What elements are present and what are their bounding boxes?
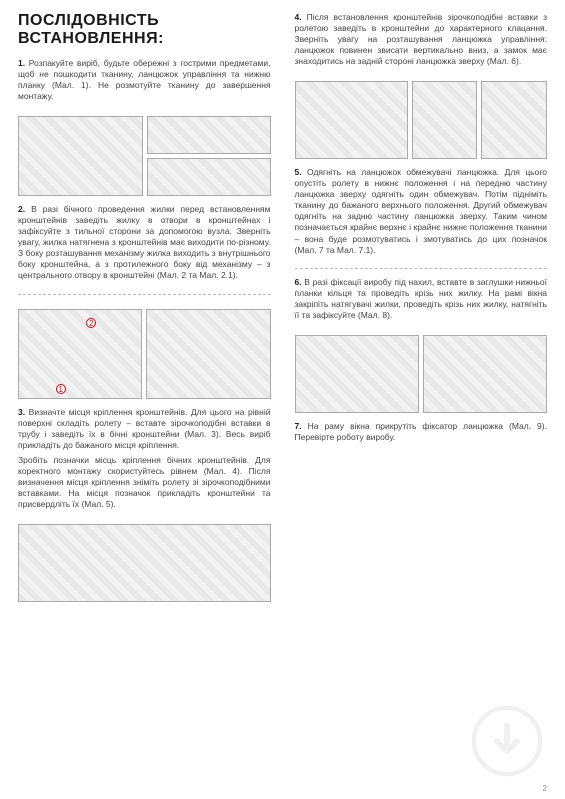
figure-2: Мал. 2 [147,116,270,154]
fig4-sketch [147,310,269,398]
step-3-num: 3. [18,407,25,417]
fig-row-1-2: Мал. 1 Мал. 2 Мал. 2.1 [18,110,271,204]
step-3: 3. Визначте місця кріплення кронштейнів.… [18,407,271,510]
step-7-body: На раму вікна прикрутіть фіксатор ланцюж… [295,421,547,442]
step-7: 7. На раму вікна прикрутіть фіксатор лан… [295,421,548,443]
figure-4: Мал. 4 [146,309,270,399]
left-column: ПОСЛІДОВНІСТЬ ВСТАНОВЛЕННЯ: 1. Розпакуйт… [18,12,271,787]
figure-3: Мал. 3 1 2 [18,309,142,399]
step-2-text: 2. В разі бічного проведення жилки перед… [18,204,271,281]
right-column: 4. Після встановлення кронштейнів зірочк… [295,12,548,787]
step-3-text-a: 3. Визначте місця кріплення кронштейнів.… [18,407,271,451]
figure-1: Мал. 1 [18,116,143,196]
figure-2-1: Мал. 2.1 [147,158,270,196]
step-7-text: 7. На раму вікна прикрутіть фіксатор лан… [295,421,548,443]
step-4-body: Після встановлення кронштейнів зірочкопо… [295,12,548,66]
figure-7-1: Мал. 7.1 [481,81,547,159]
step-2: 2. В разі бічного проведення жилки перед… [18,204,271,281]
step-4-text: 4. Після встановлення кронштейнів зірочк… [295,12,548,67]
fig2-sketch [148,117,269,153]
step-4: 4. Після встановлення кронштейнів зірочк… [295,12,548,67]
fig9-sketch [424,336,546,412]
step-2-body: В разі бічного проведення жилки перед вс… [18,204,271,280]
step-7-num: 7. [295,421,302,431]
fig6-sketch [296,82,407,158]
fig5-sketch [19,525,270,601]
step-1-text: 1. Розпакуйте виріб, будьте обережні з г… [18,58,271,102]
step-6-num: 6. [295,277,302,287]
fig7-sketch [413,82,477,158]
step-6-text: 6. В разі фіксації виробу під нахил, вст… [295,277,548,321]
fig71-sketch [482,82,546,158]
fig1-sketch [19,117,142,195]
fig21-sketch [148,159,269,195]
step-3-text-b: Зробіть позначки місць кріплення бічних … [18,455,271,510]
fig8-sketch [296,336,418,412]
page-number: 2 [543,784,547,793]
step-3-body-a: Визначте місця кріплення кронштейнів. Дл… [18,407,271,450]
step-6: 6. В разі фіксації виробу під нахил, вст… [295,277,548,321]
fig-row-8-9: Мал. 8 Мал. 9 [295,329,548,421]
step-1-body: Розпакуйте виріб, будьте обережні з гост… [18,58,271,101]
step-5-text: 5. Одягніть на ланцюжок обмежувачі ланцю… [295,167,548,255]
figure-5: Мал. 5 [18,524,271,602]
step-2-num: 2. [18,204,25,214]
step-6-body: В разі фіксації виробу під нахил, вставт… [295,277,548,320]
fig-row-3-4: Мал. 3 1 2 Мал. 4 [18,303,271,407]
two-columns: ПОСЛІДОВНІСТЬ ВСТАНОВЛЕННЯ: 1. Розпакуйт… [18,12,547,787]
callout-2: 2 [86,318,96,328]
figure-8: Мал. 8 [295,335,419,413]
page-root: ПОСЛІДОВНІСТЬ ВСТАНОВЛЕННЯ: 1. Розпакуйт… [0,0,565,799]
right-divider [295,268,548,269]
left-divider [18,294,271,295]
step-5-num: 5. [295,167,302,177]
step-5-body: Одягніть на ланцюжок обмежувачі ланцюжка… [295,167,548,254]
step-1: 1. Розпакуйте виріб, будьте обережні з г… [18,58,271,102]
page-title: ПОСЛІДОВНІСТЬ ВСТАНОВЛЕННЯ: [18,12,271,48]
fig-row-6-7: Мал. 6 click Мал. 7 Мал. 7.1 [295,75,548,167]
step-5: 5. Одягніть на ланцюжок обмежувачі ланцю… [295,167,548,255]
fig3-sketch: 1 2 [19,310,141,398]
figure-6: Мал. 6 click [295,81,408,159]
callout-1: 1 [56,384,66,394]
figure-7: Мал. 7 [412,81,478,159]
figure-9: Мал. 9 [423,335,547,413]
step-1-num: 1. [18,58,25,68]
step-4-num: 4. [295,12,302,22]
